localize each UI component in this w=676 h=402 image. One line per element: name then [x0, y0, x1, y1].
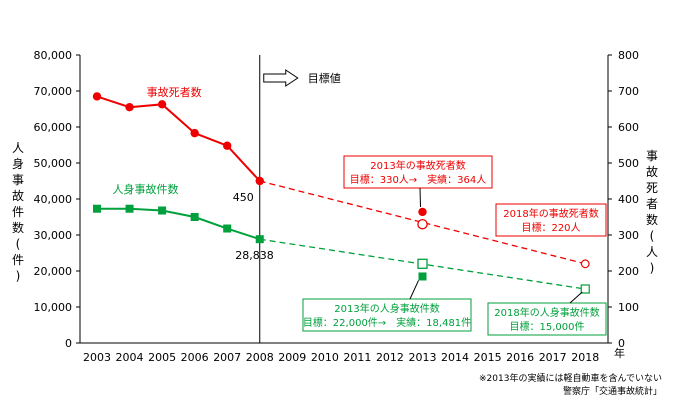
fatalities-2018-callout-line: 2018年の事故死者数 [503, 207, 598, 220]
fatalities-2013-callout-pointer [419, 187, 421, 207]
right-tick-label: 0 [618, 337, 625, 350]
fatalities-2013-callout-line: 2013年の事故死者数 [370, 159, 465, 172]
right-axis-title-char: ) [650, 261, 655, 275]
accidents-2018-callout-pointer [569, 291, 583, 304]
accidents-point [93, 204, 101, 213]
x-tick-label: 2013 [409, 351, 437, 364]
left-tick-label: 40,000 [34, 193, 73, 206]
target-arrow-icon [263, 69, 299, 87]
left-tick-label: 80,000 [34, 49, 73, 62]
x-tick-label: 2006 [181, 351, 209, 364]
x-tick-label: 2016 [506, 351, 534, 364]
right-axis-title-char: 数 [646, 212, 658, 227]
right-tick-label: 800 [618, 49, 639, 62]
accidents-2013-callout-line: 2013年の人身事故件数 [334, 302, 439, 315]
left-tick-label: 50,000 [34, 157, 73, 170]
right-tick-label: 400 [618, 193, 639, 206]
right-tick-label: 300 [618, 229, 639, 242]
x-tick-label: 2015 [474, 351, 502, 364]
left-axis-title-char: ) [16, 269, 21, 283]
accidents-series-line [97, 207, 261, 241]
left-tick-label: 60,000 [34, 121, 73, 134]
x-unit-label: 年 [614, 346, 625, 360]
left-axis-title-char: 故 [12, 188, 24, 203]
x-tick-label: 2009 [278, 351, 306, 364]
x-tick-label: 2010 [311, 351, 339, 364]
accidents-end-value-label: 28,838 [235, 249, 274, 262]
right-axis-title-char: ( [650, 229, 655, 243]
left-axis-title-char: 人 [12, 141, 24, 155]
right-axis-title-char: 事 [646, 149, 658, 163]
left-axis-title-char: 事 [12, 173, 24, 187]
right-axis-title-char: 人 [646, 245, 658, 259]
fatalities-series-label: 事故死者数 [147, 85, 202, 99]
fatalities-point [157, 100, 167, 109]
footnote-kei-cars: ※2013年の実績には軽自動車を含んでいない [479, 374, 662, 384]
x-tick-label: 2005 [148, 351, 176, 364]
accidents-target-2013-marker [417, 258, 428, 269]
accidents-target-2018-marker [580, 284, 590, 294]
right-tick-label: 200 [618, 265, 639, 278]
left-axis-title-char: 身 [12, 156, 24, 171]
accidents-series-label: 人身事故件数 [113, 182, 179, 196]
x-tick-label: 2008 [246, 351, 274, 364]
right-axis-title-char: 故 [646, 164, 658, 179]
right-axis-title-char: 死 [646, 181, 658, 195]
accidents-point [223, 224, 232, 233]
fatalities-target-dashed-line [259, 180, 586, 265]
accidents-2013-callout-pointer [409, 280, 419, 300]
left-tick-label: 10,000 [34, 301, 73, 314]
x-tick-label: 2012 [376, 351, 404, 364]
left-axis-title-char: ( [16, 237, 21, 251]
right-tick-label: 700 [618, 85, 639, 98]
fatalities-2018-callout-box [495, 203, 607, 237]
fatalities-2018-callout-line: 目標：220人 [521, 221, 580, 234]
accidents-point [255, 235, 264, 244]
accidents-2018-callout-line: 2018年の人身事故件数 [494, 306, 599, 319]
footnote-source: 警察庁「交通事故統計」 [562, 387, 662, 397]
left-tick-label: 70,000 [34, 85, 73, 98]
x-tick-label: 2004 [116, 351, 144, 364]
accidents-2018-callout-box [487, 302, 607, 336]
fatalities-actual-2013-marker [418, 207, 427, 217]
fatalities-point [125, 103, 134, 112]
fatalities-point [190, 128, 199, 138]
x-tick-label: 2017 [539, 351, 567, 364]
accidents-point [190, 213, 199, 221]
accidents-2013-callout-box [302, 298, 472, 332]
x-tick-label: 2018 [571, 351, 599, 364]
fatalities-point [255, 176, 264, 186]
fatalities-point [223, 141, 232, 150]
right-tick-label: 600 [618, 121, 639, 134]
x-tick-label: 2007 [213, 351, 241, 364]
accidents-2013-callout-line: 目標：22,000件→ 実績：18,481件 [303, 316, 471, 329]
fatalities-2013-callout-line: 目標：330人→ 実績：364人 [350, 173, 487, 186]
left-tick-label: 30,000 [34, 229, 73, 242]
fatalities-series-line [96, 95, 261, 182]
accidents-point [158, 206, 167, 215]
target-arrow-label: 目標値 [308, 71, 341, 85]
x-tick-label: 2014 [441, 351, 469, 364]
fatalities-target-2018-marker [580, 259, 590, 269]
left-axis-title-char: 件 [12, 253, 24, 267]
left-tick-label: 0 [65, 337, 72, 350]
fatalities-2013-callout-box [343, 155, 493, 189]
fatalities-point [92, 92, 102, 101]
x-tick-label: 2003 [83, 351, 111, 364]
right-tick-label: 100 [618, 301, 639, 314]
right-axis-title-char: 者 [646, 197, 658, 211]
accidents-2018-callout-line: 目標：15,000件 [510, 320, 585, 333]
right-tick-label: 500 [618, 157, 639, 170]
left-tick-label: 20,000 [34, 265, 73, 278]
accidents-actual-2013-marker [418, 272, 427, 281]
accidents-point [125, 204, 134, 213]
x-tick-label: 2011 [343, 351, 371, 364]
fatalities-target-2013-marker [417, 218, 428, 230]
left-axis-title-char: 数 [12, 220, 24, 235]
left-axis-title-char: 件 [12, 205, 24, 219]
fatalities-end-value-label: 450 [233, 191, 254, 204]
